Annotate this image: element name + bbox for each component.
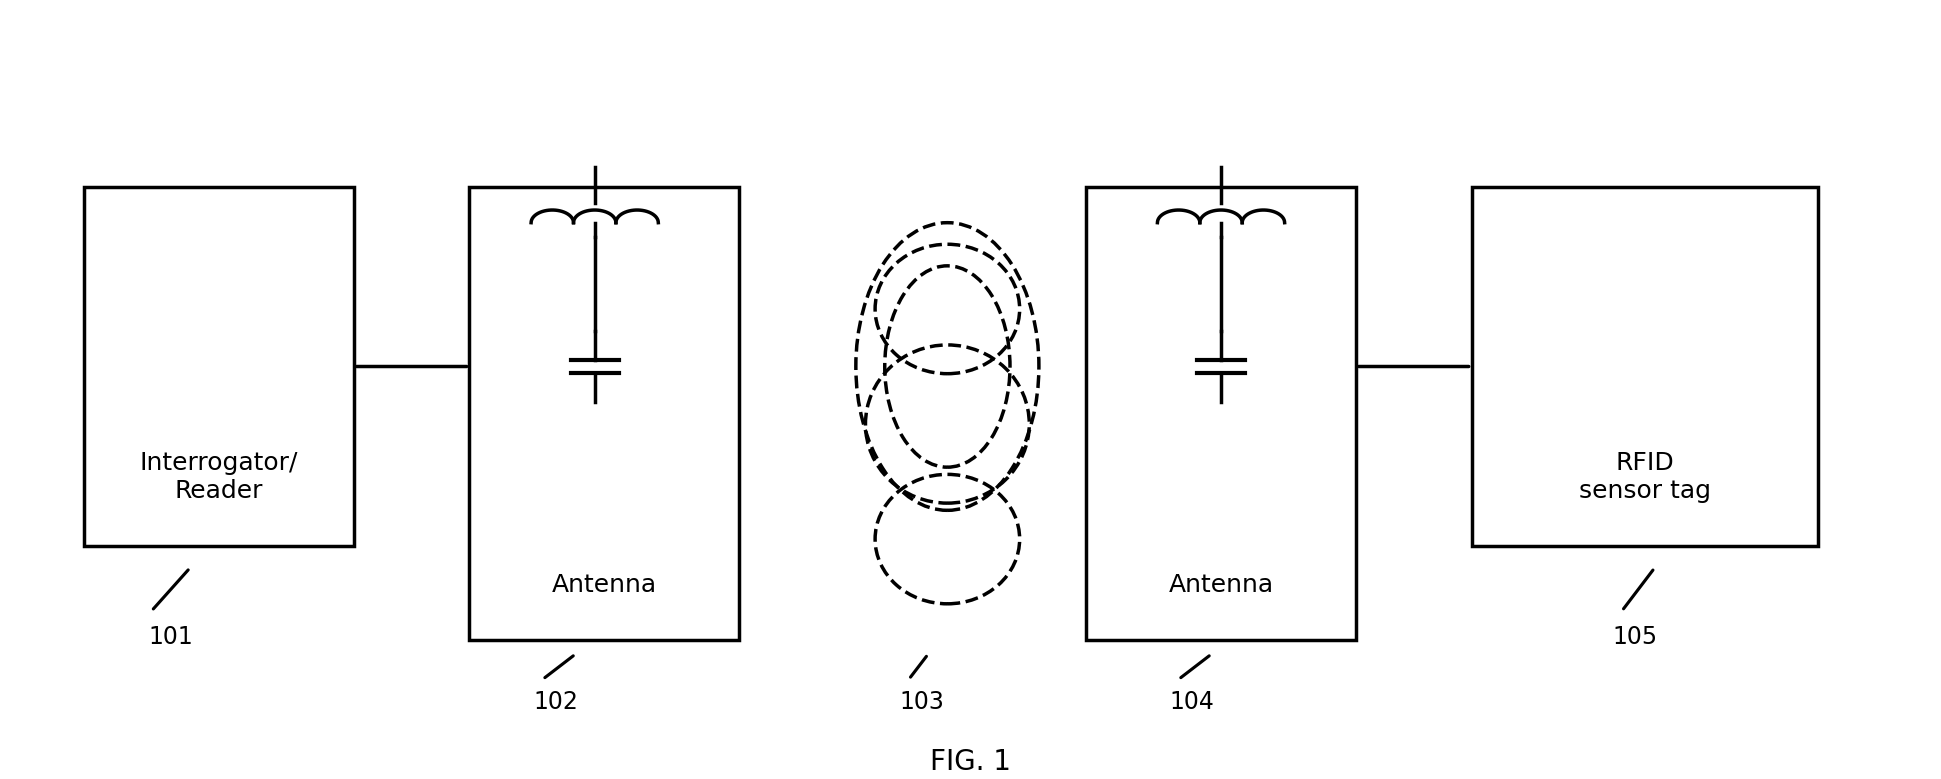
Text: Antenna: Antenna [1168, 573, 1273, 597]
FancyBboxPatch shape [1471, 187, 1819, 546]
Text: 105: 105 [1613, 626, 1658, 650]
Text: 104: 104 [1170, 690, 1215, 714]
Text: Antenna: Antenna [551, 573, 656, 597]
Text: 102: 102 [534, 690, 578, 714]
Text: 101: 101 [148, 626, 192, 650]
Text: 103: 103 [901, 690, 945, 714]
FancyBboxPatch shape [1087, 187, 1357, 640]
Text: FIG. 1: FIG. 1 [930, 748, 1011, 776]
Text: RFID
sensor tag: RFID sensor tag [1578, 451, 1710, 503]
Text: Interrogator/
Reader: Interrogator/ Reader [140, 451, 299, 503]
FancyBboxPatch shape [470, 187, 740, 640]
FancyBboxPatch shape [83, 187, 353, 546]
